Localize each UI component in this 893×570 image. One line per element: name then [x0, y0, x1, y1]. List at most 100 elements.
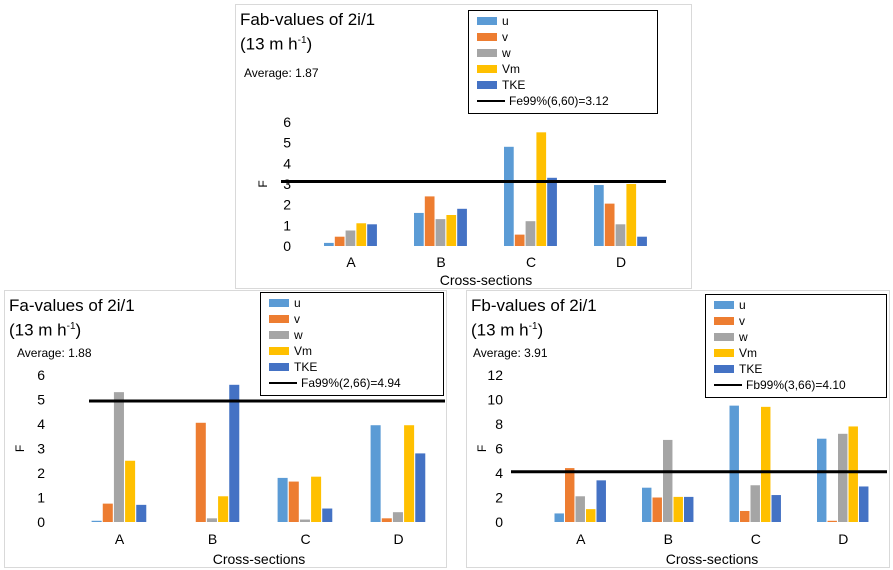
- y-tick-label: 10: [487, 392, 503, 408]
- legend-item-threshold: Fe99%(6,60)=3.12: [477, 93, 651, 109]
- bar-vm-D: [626, 184, 637, 246]
- bar-u-D: [817, 438, 827, 522]
- y-tick-label: 4: [495, 465, 503, 481]
- fa-legend: u v w Vm TKE Fa99%(2,66)=4.94: [260, 292, 444, 396]
- y-tick-label: 2: [37, 465, 45, 481]
- bar-u-B: [642, 487, 652, 522]
- bar-v-A: [334, 236, 345, 246]
- bar-v-D: [827, 520, 837, 522]
- bar-vm-C: [761, 406, 771, 522]
- y-tick-label: 6: [283, 114, 291, 130]
- legend-swatch: [269, 363, 289, 371]
- fab-title-text: Fab-values of 2i/1: [240, 10, 376, 29]
- bar-vm-C: [311, 476, 322, 522]
- bar-tke-D: [859, 486, 869, 522]
- legend-item-v: v: [477, 29, 651, 45]
- x-tick-label: D: [838, 531, 848, 547]
- bar-tke-B: [457, 208, 467, 246]
- fa-plot: 0 1 2 3 4 5 6 F A B C D Cross-sections: [13, 367, 445, 567]
- fb-chart-panel: Fb-values of 2i/1 (13 m h-1) Average: 3.…: [466, 290, 890, 568]
- y-tick-label: 4: [37, 416, 45, 432]
- legend-item-w: w: [477, 45, 651, 61]
- legend-threshold-line: [477, 100, 505, 102]
- fab-legend: u v w Vm TKE Fe99%(6,60)=3.12: [468, 10, 658, 114]
- fb-legend: u v w Vm TKE Fb99%(3,66)=4.10: [705, 294, 887, 398]
- bar-v-B: [652, 497, 662, 522]
- bar-tke-C: [547, 177, 557, 246]
- bar-tke-B: [684, 496, 694, 522]
- legend-swatch: [477, 49, 497, 57]
- bar-tke-B: [229, 384, 240, 522]
- bar-vm-B: [673, 496, 683, 522]
- x-axis-label: Cross-sections: [213, 551, 306, 567]
- bar-tke-D: [415, 453, 426, 522]
- x-tick-label: A: [346, 254, 356, 270]
- fa-chart-panel: Fa-values of 2i/1 (13 m h-1) Average: 1.…: [4, 290, 447, 568]
- legend-swatch: [477, 65, 497, 73]
- fa-subtitle: (13 m h-1): [9, 320, 82, 340]
- y-tick-label: 2: [495, 490, 503, 506]
- bar-v-D: [381, 518, 392, 522]
- bar-v-B: [424, 196, 435, 246]
- bar-u-C: [729, 405, 739, 523]
- legend-item-tke: TKE: [714, 361, 880, 377]
- bar-u-C: [504, 146, 514, 246]
- bar-v-C: [740, 510, 750, 522]
- bar-v-D: [604, 203, 615, 246]
- bar-w-A: [113, 392, 124, 522]
- bar-v-A: [565, 468, 575, 522]
- x-axis-label: Cross-sections: [666, 551, 759, 567]
- x-tick-label: C: [751, 531, 761, 547]
- x-tick-label: B: [664, 531, 673, 547]
- x-tick-label: B: [208, 531, 217, 547]
- legend-swatch: [714, 365, 734, 373]
- x-tick-label: D: [616, 254, 626, 270]
- legend-item-u: u: [269, 295, 437, 311]
- y-tick-label: 5: [283, 135, 291, 151]
- legend-item-tke: TKE: [269, 359, 437, 375]
- legend-swatch: [477, 81, 497, 89]
- bar-tke-A: [367, 224, 377, 246]
- bar-tke-C: [771, 495, 781, 522]
- bar-u-B: [414, 212, 424, 246]
- bar-w-D: [838, 433, 848, 522]
- y-tick-label: 0: [283, 238, 291, 254]
- bar-u-A: [324, 242, 334, 246]
- fb-title: Fb-values of 2i/1 (13 m h-1): [471, 295, 597, 341]
- bar-w-C: [299, 519, 310, 522]
- x-axis-label: Cross-sections: [440, 272, 533, 288]
- legend-item-threshold: Fb99%(3,66)=4.10: [714, 377, 880, 393]
- legend-swatch: [477, 33, 497, 41]
- legend-item-tke: TKE: [477, 77, 651, 93]
- y-axis-label: F: [475, 445, 489, 452]
- y-axis-label: F: [13, 445, 27, 452]
- fa-title: Fa-values of 2i/1 (13 m h-1): [9, 295, 135, 341]
- legend-threshold-line: [714, 384, 742, 386]
- bar-vm-B: [446, 215, 457, 246]
- bar-v-C: [514, 234, 525, 246]
- fab-subtitle: (13 m h-1): [240, 34, 313, 54]
- bar-vm-B: [218, 496, 229, 522]
- bar-w-A: [575, 496, 585, 522]
- bar-u-A: [91, 520, 102, 522]
- bar-u-D: [594, 185, 604, 246]
- fab-average: Average: 1.87: [244, 66, 319, 80]
- bar-w-B: [663, 439, 673, 522]
- bar-vm-D: [848, 426, 858, 522]
- legend-item-vm: Vm: [477, 61, 651, 77]
- y-tick-label: 8: [495, 416, 503, 432]
- bar-w-B: [206, 518, 217, 522]
- bar-u-A: [554, 513, 564, 522]
- bar-vm-D: [404, 425, 415, 522]
- bar-u-C: [277, 477, 288, 522]
- fb-plot: 0 2 4 6 8 10 12 F A B C D Cross-sections: [475, 367, 887, 567]
- legend-swatch: [714, 349, 734, 357]
- y-tick-label: 3: [283, 176, 291, 192]
- x-tick-label: D: [393, 531, 403, 547]
- y-tick-label: 12: [487, 367, 503, 383]
- y-tick-label: 1: [283, 217, 291, 233]
- legend-item-u: u: [477, 13, 651, 29]
- x-tick-label: C: [300, 531, 310, 547]
- y-tick-label: 1: [37, 490, 45, 506]
- bar-w-A: [345, 230, 356, 246]
